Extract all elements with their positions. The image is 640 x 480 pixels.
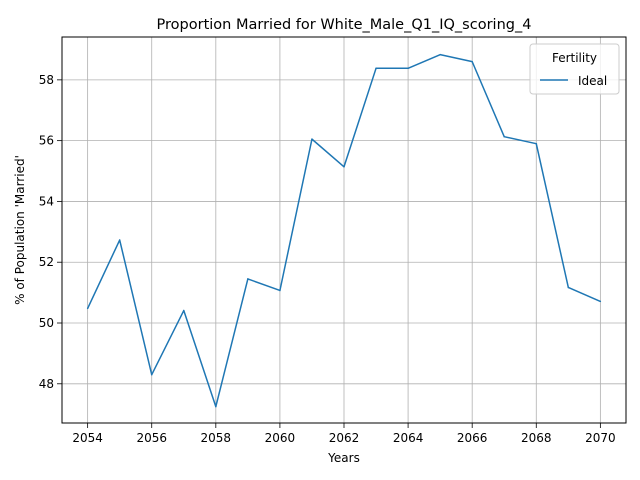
x-tick-label: 2064 — [393, 431, 424, 445]
x-tick-label: 2068 — [521, 431, 552, 445]
y-tick-label: 54 — [39, 194, 54, 208]
legend-label-ideal: Ideal — [578, 74, 607, 88]
y-axis: 48 50 52 54 56 58 — [39, 73, 62, 391]
data-point — [407, 67, 409, 70]
x-tick-label: 2062 — [329, 431, 360, 445]
x-axis-label: Years — [327, 451, 360, 465]
data-point — [183, 309, 185, 312]
legend: Fertility Ideal — [529, 43, 620, 95]
y-tick-label: 52 — [39, 255, 54, 269]
series-layer — [86, 53, 602, 408]
y-axis-label: % of Population 'Married' — [13, 155, 27, 305]
data-point — [503, 135, 505, 138]
data-point — [567, 286, 570, 289]
y-tick-label: 48 — [39, 377, 54, 391]
data-point — [86, 307, 89, 310]
data-point — [247, 278, 249, 280]
data-point — [375, 67, 377, 70]
chart-title: Proportion Married for White_Male_Q1_IQ_… — [157, 17, 532, 33]
grid-lines — [62, 37, 626, 423]
legend-box — [529, 43, 620, 95]
x-tick-label: 2070 — [585, 431, 616, 445]
x-tick-label: 2058 — [201, 431, 232, 445]
data-point — [215, 405, 217, 408]
data-point — [599, 300, 602, 303]
y-tick-label: 50 — [39, 316, 54, 330]
data-point — [118, 239, 121, 241]
data-point — [471, 60, 473, 63]
data-point — [439, 53, 441, 56]
data-point — [311, 138, 313, 140]
data-point — [343, 166, 345, 168]
x-tick-label: 2060 — [265, 431, 296, 445]
legend-title: Fertility — [552, 51, 597, 65]
y-tick-label: 58 — [39, 73, 54, 87]
x-axis: 2054 2056 2058 2060 2062 2064 2066 2068 2070 — [72, 423, 616, 445]
y-tick-label: 56 — [39, 134, 54, 148]
data-point — [535, 142, 538, 145]
x-tick-label: 2054 — [72, 431, 103, 445]
data-point — [279, 289, 281, 292]
data-point — [150, 373, 153, 376]
x-tick-label: 2056 — [136, 431, 167, 445]
x-tick-label: 2066 — [457, 431, 488, 445]
